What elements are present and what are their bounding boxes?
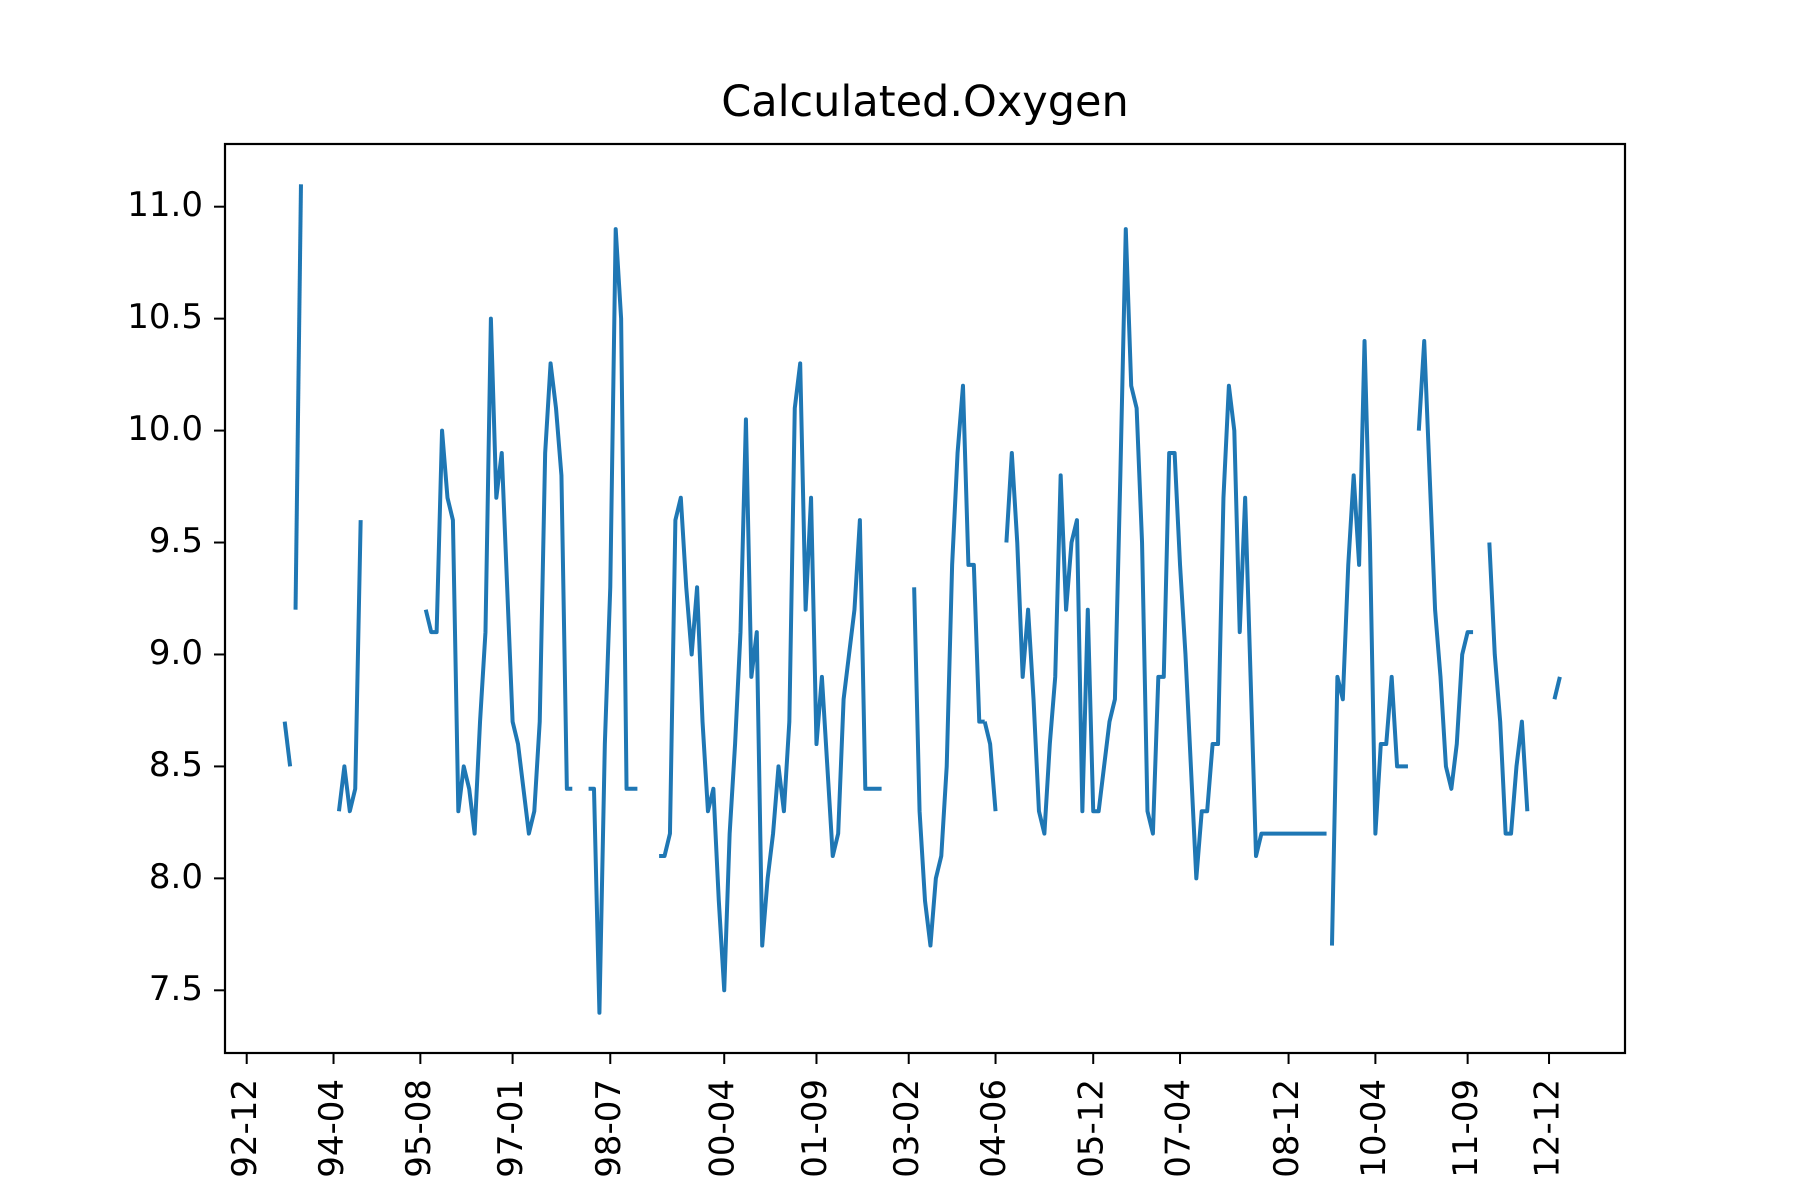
x-tick-label: 10-04	[1354, 1079, 1394, 1178]
x-tick-label: 07-04	[1159, 1079, 1199, 1178]
plot-frame	[223, 142, 1627, 1055]
series-line-segment	[659, 361, 882, 993]
series-line-segment	[1416, 339, 1474, 791]
y-tick-label: 9.0	[149, 633, 203, 673]
y-tick-label: 10.0	[127, 409, 203, 449]
series-line-segment	[1004, 227, 1327, 881]
x-tick-label: 11-09	[1446, 1079, 1486, 1178]
y-tick-label: 9.5	[149, 521, 203, 561]
x-tick-label: 04-06	[974, 1079, 1014, 1178]
x-tick-label: 01-09	[795, 1079, 835, 1178]
series-line-segment	[282, 721, 293, 767]
x-tick-label: 00-04	[703, 1079, 743, 1178]
series-line-segment	[1329, 339, 1408, 946]
series-layer	[282, 184, 1562, 1015]
y-tick-label: 8.5	[149, 745, 203, 785]
series-line-segment	[336, 520, 363, 814]
x-tick-label: 98-07	[589, 1079, 629, 1178]
series-line-segment	[293, 184, 303, 610]
y-tick-label: 8.0	[149, 857, 203, 897]
series-line-segment	[1487, 542, 1530, 836]
x-tick-label: 95-08	[399, 1079, 439, 1178]
y-tick-label: 10.5	[127, 297, 203, 337]
series-line-segment	[912, 383, 985, 948]
x-tick-label: 94-04	[312, 1079, 352, 1178]
series-line-segment	[423, 316, 573, 836]
series-line-segment	[588, 227, 638, 1015]
axes: 7.5 8.0 8.5 9.0 9.5 10.0 10.5 11.0 92-12 94-04 95-…	[127, 185, 1567, 1178]
x-tick-label: 05-12	[1072, 1079, 1112, 1178]
chart-title: Calculated.Oxygen	[721, 77, 1129, 127]
y-tick-label: 7.5	[149, 969, 203, 1009]
series-line-segment	[1552, 676, 1562, 700]
x-tick-label: 97-01	[491, 1079, 531, 1178]
x-tick-label: 12-12	[1528, 1079, 1568, 1178]
series-line-segment	[982, 721, 998, 812]
y-tick-label: 11.0	[127, 185, 203, 225]
x-tick-label: 92-12	[225, 1079, 265, 1178]
x-tick-label: 03-02	[887, 1079, 927, 1178]
x-tick-label: 08-12	[1267, 1079, 1307, 1178]
